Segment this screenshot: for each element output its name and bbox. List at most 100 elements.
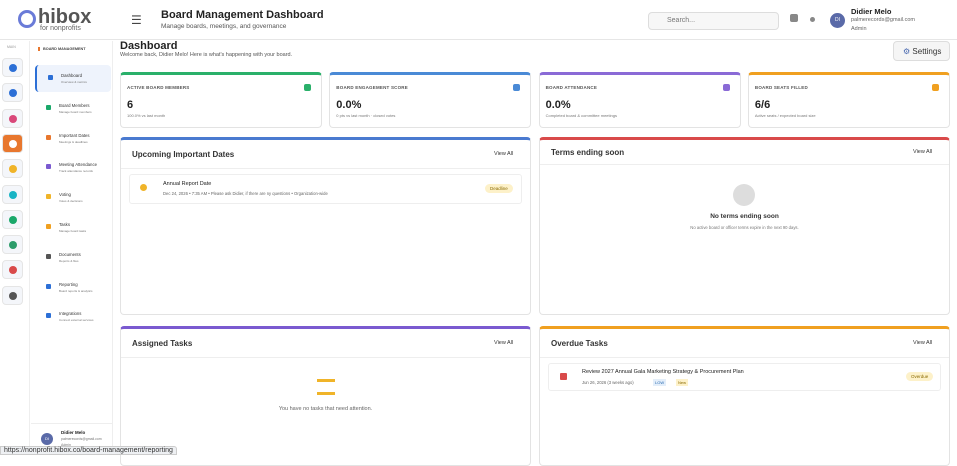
sidebar-footer: DI Didier Melo palmerecords@gmail.com Ad… (31, 423, 113, 453)
nav-title: Important Dates (59, 132, 90, 138)
stat-note: Active seats / expected board size (754, 113, 816, 118)
stat-icon (722, 84, 730, 91)
rail-icon[interactable] (2, 159, 23, 179)
overdue-panel: Overdue Tasks View All Review 2027 Annua… (539, 326, 950, 466)
rail-icon[interactable] (2, 108, 23, 128)
nav-icon (46, 134, 51, 140)
item-title: Review 2027 Annual Gala Marketing Strate… (582, 369, 744, 375)
empty-text: You have no tasks that need attention. (278, 406, 373, 412)
user-role: Admin (851, 26, 867, 32)
nav-icon (46, 224, 51, 229)
footer-avatar: DI (41, 433, 53, 445)
stat-note: 100.0% vs last month (127, 113, 166, 118)
empty-title: No terms ending soon (710, 213, 779, 220)
view-all[interactable]: View All (913, 340, 933, 346)
logo-tagline: for nonprofits (40, 25, 81, 32)
nav-icon (46, 283, 51, 289)
rail-glyph (9, 64, 17, 72)
stat-icon (513, 84, 521, 91)
rail-glyph (9, 190, 17, 199)
avatar[interactable]: DI (830, 13, 845, 28)
rail-icon[interactable] (2, 83, 23, 103)
nav-item[interactable]: Board Members Manage board members (35, 95, 111, 122)
panel-title: Upcoming Important Dates (132, 150, 235, 159)
nav-sub: Overview & metrics (61, 80, 87, 84)
nav-title: Meeting Attendance (59, 162, 97, 168)
footer-email: palmerecords@gmail.com (61, 437, 102, 441)
nav-title: Dashboard (61, 73, 83, 78)
rail-icon[interactable] (2, 285, 23, 305)
rail-label: MAIN (7, 45, 16, 49)
settings-button[interactable]: ⚙ Settings (893, 41, 950, 61)
rail-icon[interactable] (2, 133, 23, 153)
stat-card: BOARD ATTENDANCE 0.0% Completed board & co… (538, 72, 741, 128)
divider (540, 164, 949, 165)
nav-item[interactable]: Tasks Manage board tasks (35, 214, 111, 241)
rail-icon[interactable] (2, 235, 23, 255)
nav-title: Tasks (59, 222, 70, 227)
date-icon (140, 184, 147, 191)
nav-title: Voting (59, 192, 71, 198)
panel-title: Terms ending soon (551, 148, 625, 157)
stat-value: 0.0% (545, 99, 571, 111)
settings-label: Settings (912, 47, 942, 56)
nav-item[interactable]: Meeting Attendance Track attendance recor… (35, 154, 111, 181)
notification-icon[interactable] (790, 14, 798, 22)
rail-glyph (9, 114, 17, 123)
nav-title: Board Members (59, 102, 90, 108)
search-box[interactable]: Search... (648, 12, 779, 30)
nav-title: Documents (59, 251, 81, 257)
nav-item[interactable]: Documents Reports & files (35, 244, 111, 271)
page-title: Dashboard (120, 40, 178, 52)
nav-sub: Track attendance records (59, 169, 93, 174)
rail-icon[interactable] (2, 260, 23, 280)
overdue-item[interactable]: Review 2027 Annual Gala Marketing Strate… (548, 363, 941, 391)
page: hibox for nonprofits ☰ Board Management … (0, 6, 957, 466)
rail-glyph (9, 165, 17, 174)
date-item[interactable]: Annual Report Date Dec 24, 2026 • 7:35 A… (129, 174, 522, 204)
view-all[interactable]: View All (494, 151, 514, 157)
stat-icon (304, 84, 311, 91)
rail-icon[interactable] (2, 184, 23, 204)
divider (121, 357, 530, 358)
menu-button[interactable]: ☰ (131, 13, 142, 27)
stat-card: BOARD ENGAGEMENT SCORE 0.0% 0 pts vs last … (329, 72, 532, 128)
nav-item[interactable]: Reporting Board reports & analytics (35, 274, 111, 301)
nav-icon (46, 253, 51, 259)
stat-note: Completed board & committee meetings (545, 113, 617, 118)
stat-label: ACTIVE BOARD MEMBERS (127, 85, 190, 90)
rail-icon[interactable] (2, 58, 23, 77)
item-meta: Dec 24, 2026 • 7:35 AM • Please ask Didi… (163, 191, 328, 196)
priority: LOW (653, 379, 667, 386)
nav-item[interactable]: Integrations Connect external services (35, 303, 111, 330)
nav-item[interactable]: Important Dates Meetings & deadlines (35, 125, 111, 152)
divider (121, 168, 530, 169)
icon-rail: MAIN (0, 41, 30, 455)
view-all[interactable]: View All (913, 149, 933, 155)
stat-value: 0.0% (336, 99, 362, 111)
rail-glyph (9, 89, 17, 98)
empty-icon (317, 379, 335, 395)
dates-panel: Upcoming Important Dates View All Annual… (120, 137, 531, 315)
stat-note: 0 pts vs last month · closed votes (336, 113, 396, 118)
nav-item[interactable]: Voting Votes & decisions (35, 184, 111, 211)
stat-card: BOARD SEATS FILLED 6/6 Active seats / expe… (747, 72, 950, 128)
header-title: Board Management Dashboard (161, 9, 324, 21)
rail-glyph (9, 241, 17, 250)
logo-mark (18, 10, 36, 28)
empty-text: No active board or officer terms expire … (690, 225, 799, 230)
logo-name: hibox (38, 6, 92, 28)
divider (540, 357, 949, 358)
nav-item[interactable]: Dashboard Overview & metrics (35, 65, 111, 92)
badge: Overdue (906, 372, 934, 381)
panel-title: Assigned Tasks (132, 339, 193, 348)
welcome-text: Welcome back, Didier Melo! Here is what'… (120, 52, 293, 58)
item-date: Jun 26, 2026 (3 weeks ago) (582, 380, 634, 385)
nav-sub: Connect external services (59, 318, 94, 323)
stat-card: ACTIVE BOARD MEMBERS 6 100.0% vs last mont… (120, 72, 322, 128)
rail-icon[interactable] (2, 209, 23, 229)
view-all[interactable]: View All (494, 340, 514, 346)
sidebar: BOARD MANAGEMENT DI Didier Melo palmerec… (31, 41, 113, 455)
nav-sub: Board reports & analytics (59, 288, 93, 293)
stat-label: BOARD ENGAGEMENT SCORE (336, 85, 408, 90)
